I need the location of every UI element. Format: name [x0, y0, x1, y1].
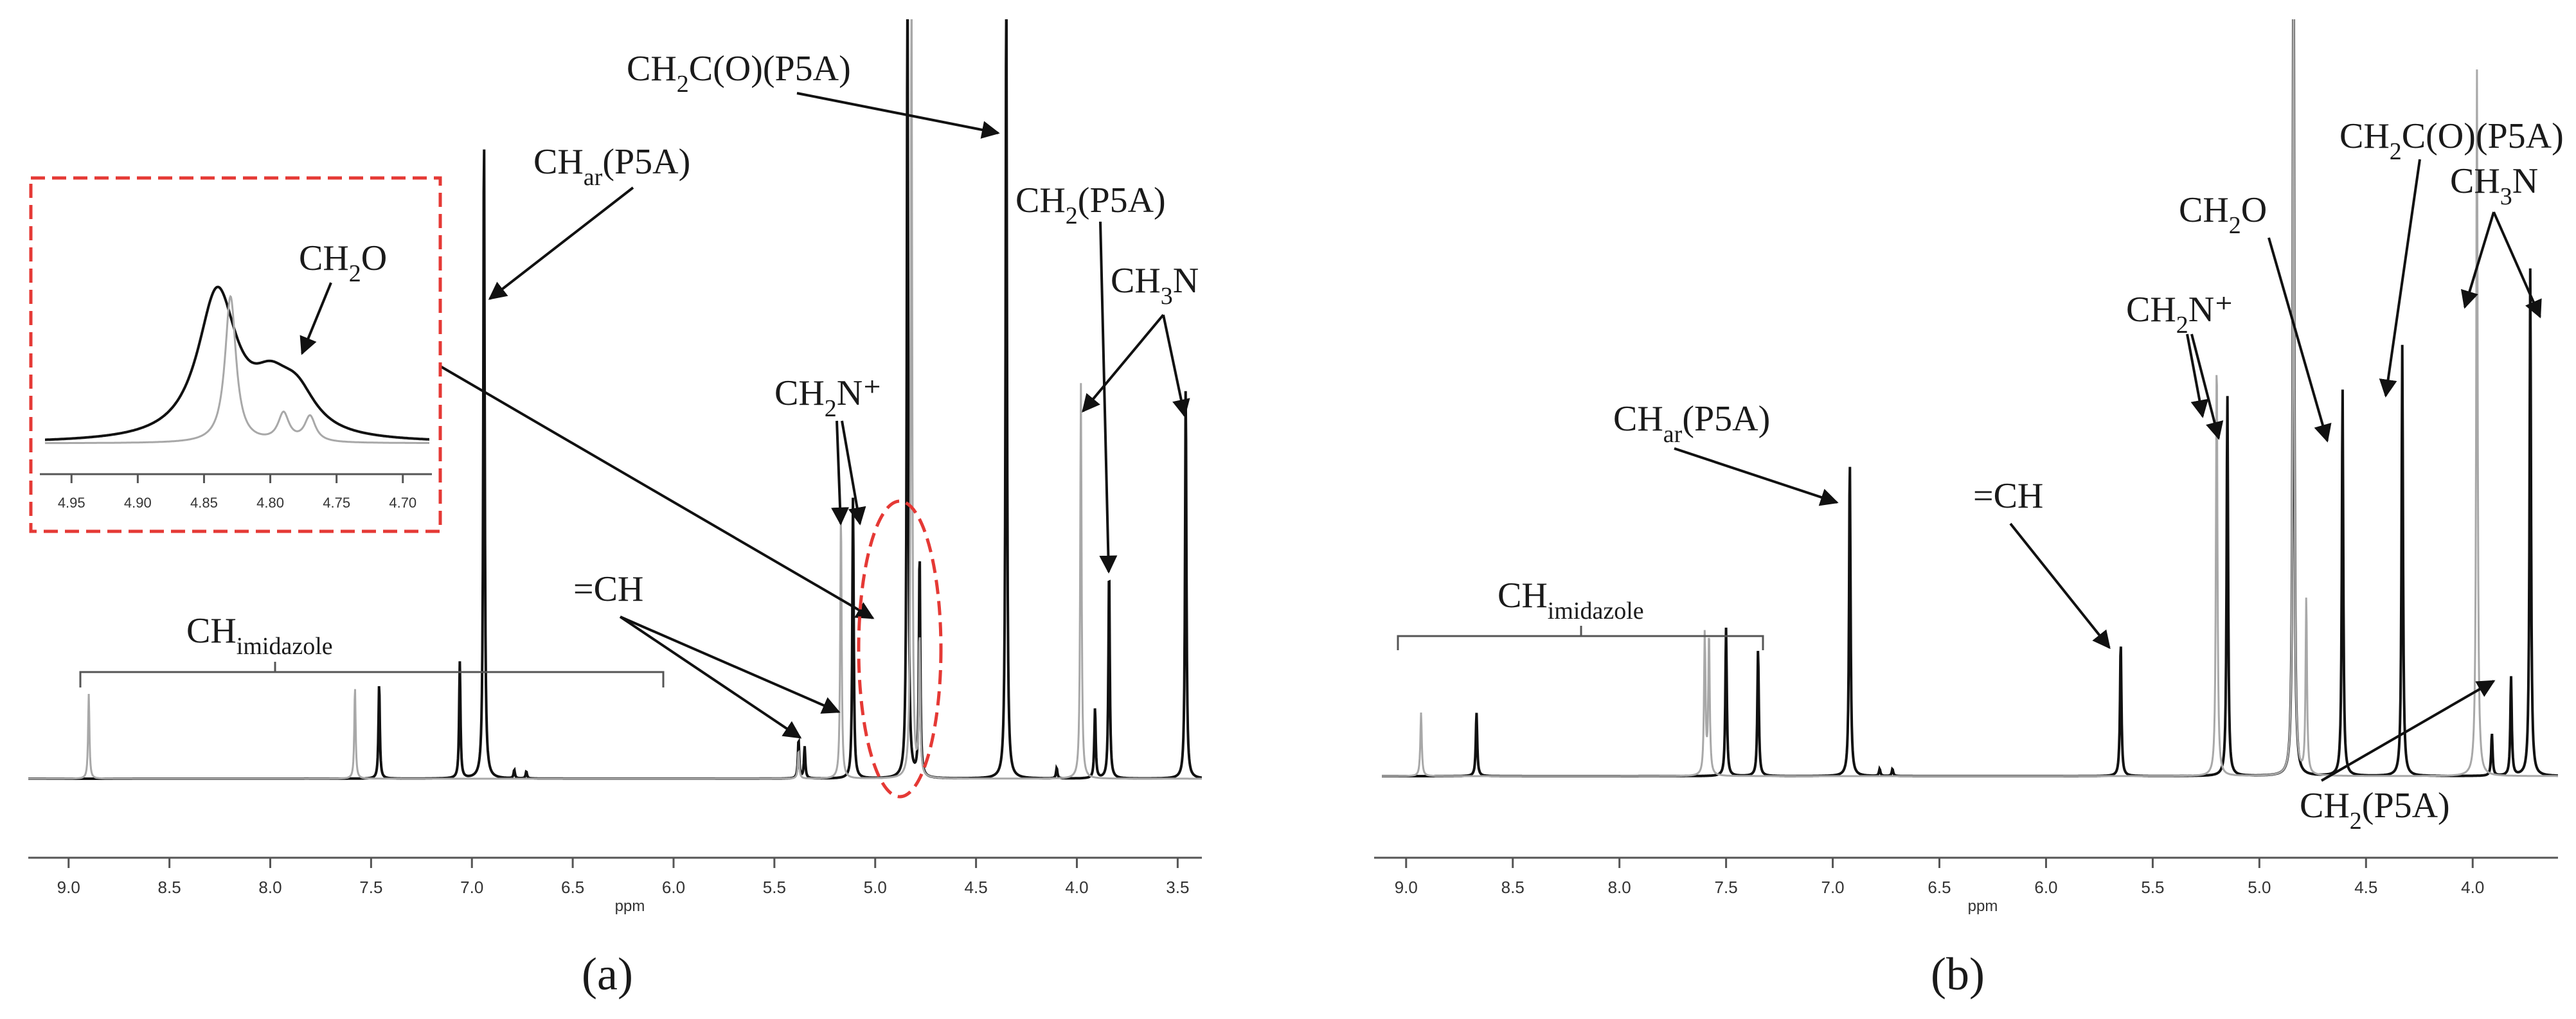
- panel-a-x-axis: 9.0 8.5 8.0 7.5 7.0 6.5 6.0 5.5 5.0 4.5 4.0 3.5 ppm: [28, 856, 1202, 915]
- panel-b-arrow-ch3n-1: [2460, 211, 2495, 309]
- panel-b-arrow-ch2n-2: [2190, 333, 2224, 440]
- panel-a-arrow-char: [488, 186, 634, 300]
- panel-a-tick-label: 4.0: [1065, 878, 1088, 897]
- panel-a-label-ch3n: CH3N: [1111, 261, 1199, 310]
- panel-b-label-ch3n: CH3N: [2450, 161, 2538, 210]
- panel-a-label: (a): [582, 948, 633, 1000]
- panel-b-tick-label: 8.5: [1501, 878, 1525, 897]
- inset-tick-label: 4.90: [124, 495, 152, 511]
- panel-a-tick-label: 6.0: [662, 878, 685, 897]
- panel-b-tick-label: 7.5: [1715, 878, 1738, 897]
- panel-a-tick-label: 3.5: [1166, 878, 1189, 897]
- panel-a-label-ch2p5a: CH2(P5A): [1015, 181, 1166, 229]
- panel-a-imidazole-bracket: [79, 662, 665, 687]
- panel-b-tick-label: 6.0: [2034, 878, 2057, 897]
- inset-label-ch2o: CH2O: [299, 238, 387, 287]
- panel-b-tick-label: 5.0: [2248, 878, 2271, 897]
- panel-a-arrow-ch3n-1: [1082, 314, 1165, 413]
- panel-b-tick-label: 5.5: [2141, 878, 2164, 897]
- panel-b-label-ch2o: CH2O: [2179, 190, 2267, 239]
- panel-b-label: (b): [1931, 948, 1985, 1000]
- panel-a-tick-label: 5.5: [763, 878, 786, 897]
- panel-a: 9.0 8.5 8.0 7.5 7.0 6.5 6.0 5.5 5.0 4.5 4.0 3.5 ppm…: [28, 19, 1202, 1000]
- panel-b-tick-label: 4.0: [2461, 878, 2484, 897]
- panel-b-x-axis: 9.0 8.5 8.0 7.5 7.0 6.5 6.0 5.5 5.0 4.5 4.0 ppm: [1374, 856, 2558, 915]
- panel-a-tick-label: 7.0: [460, 878, 483, 897]
- panel-b-tick-label: 8.0: [1608, 878, 1631, 897]
- panel-b-arrow-ch2n-1: [2186, 333, 2209, 418]
- panel-b-tick-label: 6.5: [1928, 878, 1951, 897]
- panel-b-label-ch2co: CH2C(O)(P5A): [2339, 116, 2564, 165]
- panel-a-label-ch2n: CH2N⁺: [774, 373, 882, 422]
- panel-a-arrow-ch2n-2: [841, 420, 866, 526]
- panel-a-tick-label: 5.0: [864, 878, 887, 897]
- panel-b-arrow-ch2p5a: [2320, 680, 2496, 782]
- panel-b: 9.0 8.5 8.0 7.5 7.0 6.5 6.0 5.5 5.0 4.5 4.0 ppm (b…: [1374, 19, 2564, 1000]
- panel-a-arrow-ch3n-2: [1162, 314, 1190, 418]
- panel-b-spectra: [1382, 19, 2558, 777]
- inset-tick-label: 4.95: [58, 495, 85, 511]
- inset-tick-label: 4.70: [389, 495, 416, 511]
- inset-spectrum-light: [44, 294, 429, 445]
- panel-a-label-char: CHar(P5A): [533, 142, 690, 191]
- panel-a-label-eqch: =CH: [573, 569, 643, 609]
- panel-b-imidazole-bracket: [1397, 626, 1764, 650]
- panel-b-tick-label: 4.5: [2354, 878, 2377, 897]
- panel-a-arrow-ch2co: [796, 92, 1000, 139]
- panel-a-arrow-eqch-1: [619, 616, 802, 739]
- inset-spectrum-dark: [45, 285, 429, 441]
- panel-a-highlight-ellipse: [857, 499, 943, 799]
- panel-a-tick-label: 6.5: [561, 878, 584, 897]
- panel-a-spectra: [28, 19, 1202, 780]
- panel-b-label-ch2n: CH2N⁺: [2126, 290, 2233, 339]
- panel-a-x-axis-title: ppm: [615, 898, 645, 915]
- panel-a-inset: 4.95 4.90 4.85 4.80 4.75 4.70 CH2O: [29, 176, 442, 533]
- panel-b-arrow-char: [1674, 447, 1839, 506]
- panel-a-tick-label: 8.0: [258, 878, 282, 897]
- panel-a-arrow-ch2p5a: [1099, 221, 1118, 574]
- panel-b-tick-label: 7.0: [1821, 878, 1844, 897]
- panel-b-arrow-ch3n-2: [2492, 211, 2542, 319]
- inset-arrow-ch2o: [300, 282, 332, 355]
- panel-b-label-eqch: =CH: [1973, 476, 2043, 516]
- panel-b-spectrum-light: [1382, 19, 2558, 777]
- panel-a-spectrum-light: [28, 19, 1202, 780]
- panel-a-arrow-eqch-2: [620, 616, 841, 714]
- panel-b-arrow-eqch: [2009, 522, 2111, 650]
- panel-b-arrow-ch2co: [2379, 159, 2421, 398]
- panel-a-tick-label: 8.5: [158, 878, 181, 897]
- panel-b-x-axis-title: ppm: [1968, 898, 1998, 915]
- panel-b-arrow-ch2o: [2267, 237, 2332, 443]
- inset-tick-label: 4.85: [190, 495, 218, 511]
- panel-a-arrow-ch2n-1: [831, 420, 850, 526]
- panel-a-label-chimid: CHimidazole: [186, 611, 333, 660]
- panel-a-tick-label: 7.5: [359, 878, 382, 897]
- panel-b-label-char: CHar(P5A): [1613, 399, 1770, 448]
- inset-tick-label: 4.75: [323, 495, 350, 511]
- panel-b-tick-label: 9.0: [1395, 878, 1418, 897]
- panel-a-tick-label: 9.0: [57, 878, 80, 897]
- panel-a-label-ch2co: CH2C(O)(P5A): [627, 49, 851, 98]
- panel-b-label-ch2p5a: CH2(P5A): [2300, 786, 2450, 835]
- inset-tick-label: 4.80: [256, 495, 284, 511]
- panel-a-tick-label: 4.5: [965, 878, 988, 897]
- panel-b-label-chimid: CHimidazole: [1498, 576, 1644, 625]
- panel-a-arrow-inset: [439, 365, 875, 619]
